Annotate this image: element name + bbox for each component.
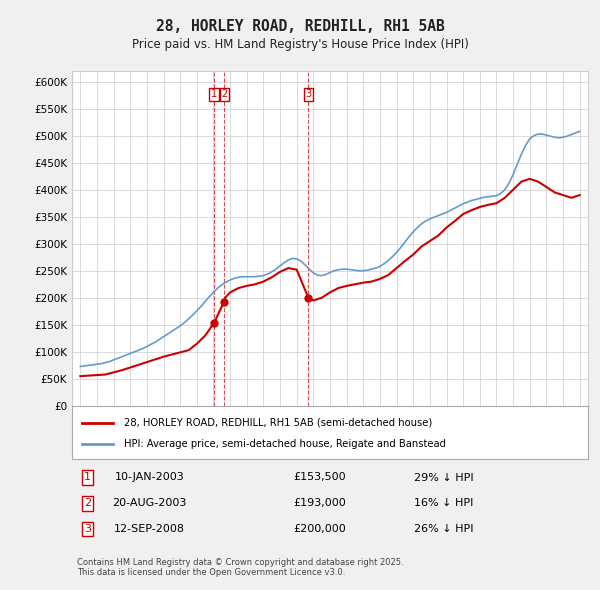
- Text: 3: 3: [305, 89, 311, 99]
- Text: 28, HORLEY ROAD, REDHILL, RH1 5AB (semi-detached house): 28, HORLEY ROAD, REDHILL, RH1 5AB (semi-…: [124, 418, 432, 428]
- Text: 16% ↓ HPI: 16% ↓ HPI: [414, 499, 473, 509]
- Text: Price paid vs. HM Land Registry's House Price Index (HPI): Price paid vs. HM Land Registry's House …: [131, 38, 469, 51]
- Text: £153,500: £153,500: [293, 473, 346, 483]
- Text: 26% ↓ HPI: 26% ↓ HPI: [414, 524, 473, 534]
- Text: 2: 2: [221, 89, 227, 99]
- Text: 2: 2: [84, 499, 91, 509]
- Text: 28, HORLEY ROAD, REDHILL, RH1 5AB: 28, HORLEY ROAD, REDHILL, RH1 5AB: [155, 19, 445, 34]
- Text: 20-AUG-2003: 20-AUG-2003: [112, 499, 187, 509]
- Text: 3: 3: [84, 524, 91, 534]
- Text: Contains HM Land Registry data © Crown copyright and database right 2025.
This d: Contains HM Land Registry data © Crown c…: [77, 558, 404, 578]
- Text: 29% ↓ HPI: 29% ↓ HPI: [414, 473, 473, 483]
- Text: HPI: Average price, semi-detached house, Reigate and Banstead: HPI: Average price, semi-detached house,…: [124, 439, 446, 449]
- Text: 1: 1: [84, 473, 91, 483]
- Text: 1: 1: [211, 89, 217, 99]
- Text: £200,000: £200,000: [293, 524, 346, 534]
- Text: 10-JAN-2003: 10-JAN-2003: [115, 473, 184, 483]
- Text: 12-SEP-2008: 12-SEP-2008: [114, 524, 185, 534]
- Text: £193,000: £193,000: [293, 499, 346, 509]
